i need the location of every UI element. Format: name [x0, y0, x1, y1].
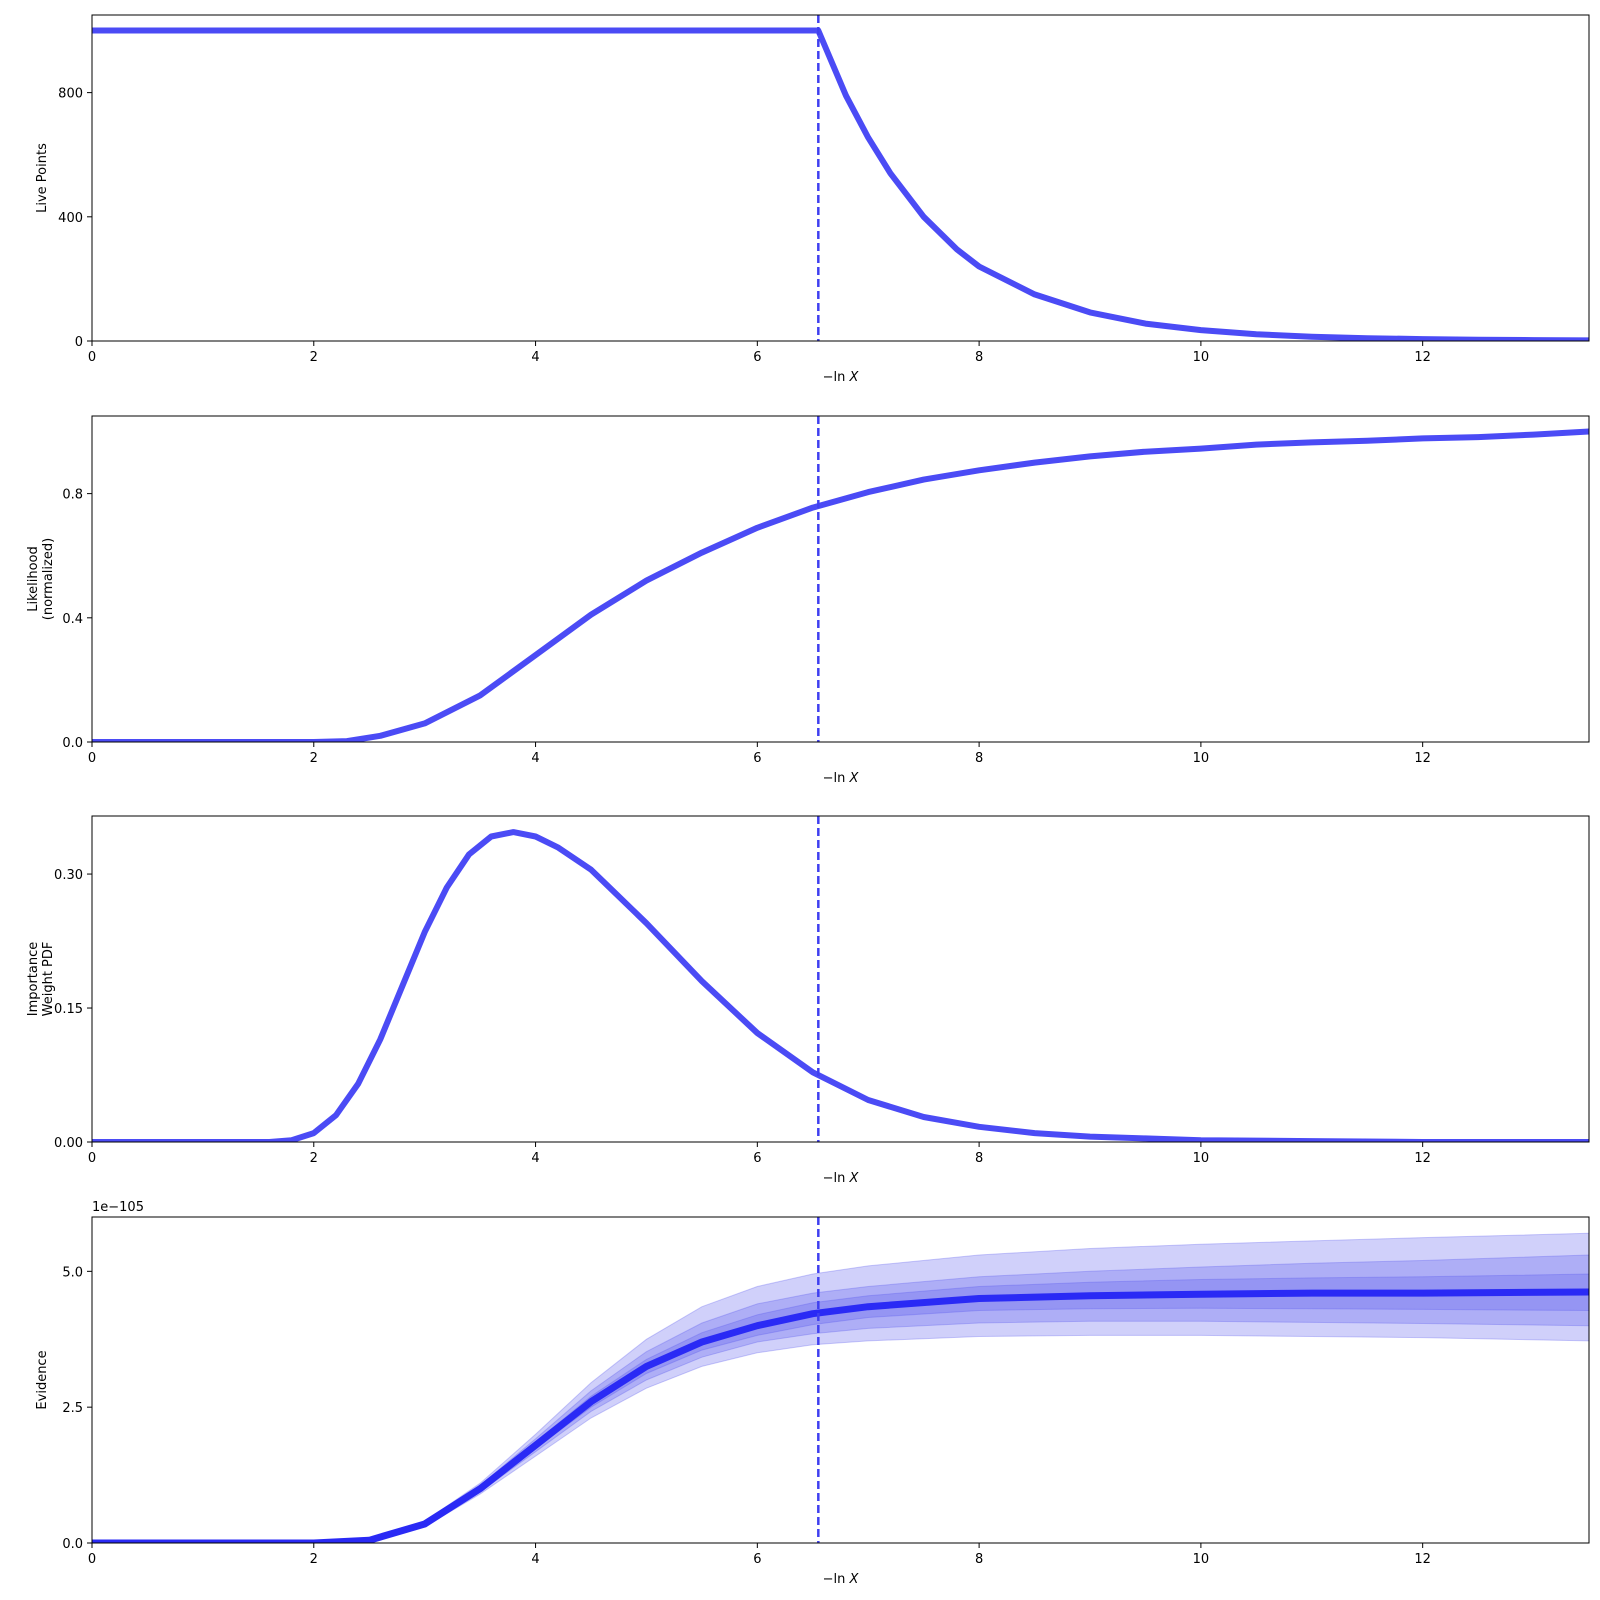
x-tick-label: 10 [1193, 350, 1210, 365]
x-tick-label: 10 [1193, 1151, 1210, 1166]
panel-live-points: 0 2 4 6 8 10 12 0 400 800 −ln X Live Points [35, 14, 1590, 385]
x-tick-label: 12 [1414, 1552, 1431, 1567]
y-tick-label: 0 [75, 335, 83, 350]
y-axis-label: Likelihood [26, 546, 41, 612]
x-tick-label: 4 [531, 751, 539, 766]
evidence-band-1 [92, 1232, 1589, 1543]
x-tick-label: 2 [310, 1151, 318, 1166]
x-tick-label: 0 [88, 1552, 96, 1567]
x-tick-label: 12 [1414, 350, 1431, 365]
x-tick-label: 0 [88, 751, 96, 766]
x-tick-label: 12 [1414, 751, 1431, 766]
axes-frame [91, 815, 1590, 1143]
x-tick-label: 4 [531, 1151, 539, 1166]
x-axis-label: −ln X [823, 370, 860, 385]
x-tick-label: 2 [310, 1552, 318, 1567]
y-tick-label: 400 [58, 211, 83, 226]
x-tick-label: 10 [1193, 751, 1210, 766]
x-tick-label: 6 [753, 751, 761, 766]
panel-likelihood: 0 2 4 6 8 10 12 0.0 0.4 0.8 −ln X Likelihood (normal… [26, 415, 1590, 786]
y-offset-label: 1e−105 [92, 1200, 144, 1215]
y-axis-label: Importance [26, 942, 41, 1017]
x-tick-label: 12 [1414, 1151, 1431, 1166]
y-tick-label: 0.8 [62, 488, 83, 503]
series-line-live-points [92, 27, 1589, 341]
series-line-likelihood [92, 428, 1589, 742]
y-axis-label: Weight PDF [41, 942, 56, 1017]
y-axis-label: (normalized) [41, 538, 56, 620]
y-tick-label: 0.30 [54, 868, 83, 883]
plot-area [92, 1232, 1589, 1543]
x-tick-label: 8 [975, 1552, 983, 1567]
x-tick-label: 0 [88, 1151, 96, 1166]
y-tick-label: 0.0 [62, 1537, 83, 1552]
x-tick-label: 6 [753, 1552, 761, 1567]
x-tick-label: 10 [1193, 1552, 1210, 1567]
y-axis-label: Evidence [35, 1350, 50, 1409]
panel-importance-weight: 0 2 4 6 8 10 12 0.00 0.15 0.30 −ln X Importance Weig… [26, 815, 1590, 1186]
axes-frame [91, 1216, 1590, 1544]
plot-area [92, 829, 1589, 1142]
y-tick-label: 800 [58, 87, 83, 102]
x-tick-label: 6 [753, 350, 761, 365]
x-tick-label: 0 [88, 350, 96, 365]
y-tick-label: 2.5 [62, 1401, 83, 1416]
x-tick-label: 2 [310, 751, 318, 766]
panel-evidence: 0 2 4 6 8 10 12 0.0 2.5 5.0 −ln X Evidence 1e−105 [35, 1200, 1590, 1587]
plot-area [92, 27, 1589, 341]
y-tick-label: 0.15 [54, 1002, 83, 1017]
series-line-importance-weight [92, 829, 1589, 1142]
y-tick-label: 0.00 [54, 1136, 83, 1151]
evidence-line [92, 1288, 1589, 1543]
y-tick-label: 0.0 [62, 736, 83, 751]
x-tick-label: 8 [975, 350, 983, 365]
x-tick-label: 6 [753, 1151, 761, 1166]
x-tick-label: 2 [310, 350, 318, 365]
axes-frame [91, 415, 1590, 743]
axes-frame [91, 14, 1590, 342]
x-tick-label: 8 [975, 1151, 983, 1166]
x-tick-label: 8 [975, 751, 983, 766]
x-tick-label: 4 [531, 1552, 539, 1567]
x-axis-label: −ln X [823, 1572, 860, 1587]
y-axis-label: Live Points [35, 143, 50, 213]
y-tick-label: 5.0 [62, 1265, 83, 1280]
x-axis-label: −ln X [823, 771, 860, 786]
evidence-band-3 [92, 1273, 1589, 1543]
x-tick-label: 4 [531, 350, 539, 365]
x-axis-label: −ln X [823, 1171, 860, 1186]
y-tick-label: 0.4 [62, 612, 83, 627]
plot-area [92, 428, 1589, 742]
